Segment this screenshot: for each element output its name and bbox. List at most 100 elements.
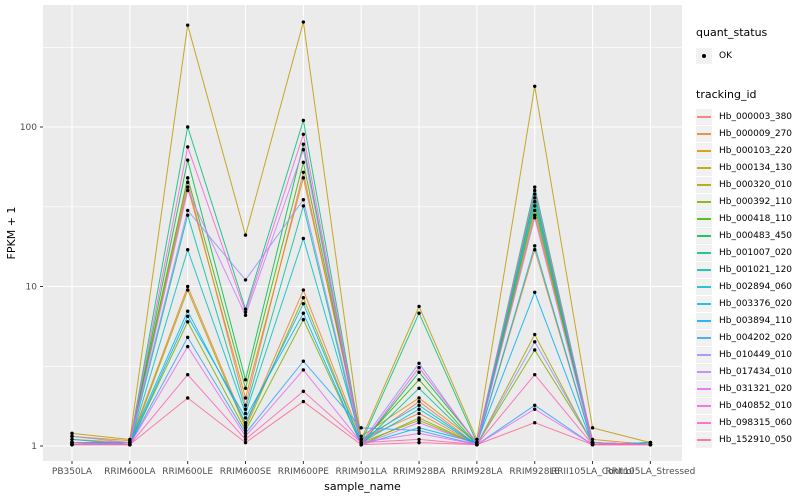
- data-point: [243, 307, 248, 311]
- legend-key-swatch: [696, 397, 712, 414]
- data-point: [590, 426, 595, 430]
- data-point: [128, 442, 132, 447]
- data-point: [533, 185, 537, 189]
- data-point: [590, 442, 595, 447]
- data-point: [301, 198, 306, 202]
- data-point: [185, 248, 190, 252]
- data-point: [185, 158, 190, 162]
- data-point: [417, 428, 421, 433]
- line-swatch-icon: [697, 302, 711, 305]
- data-point: [533, 204, 537, 208]
- legend-item-label: Hb_000392_110: [719, 196, 793, 207]
- data-point: [359, 442, 363, 447]
- x-tick-label: PB350LA: [52, 467, 93, 477]
- data-point: [243, 411, 248, 416]
- line-swatch-icon: [697, 115, 711, 118]
- line-swatch-icon: [697, 132, 711, 135]
- data-point: [417, 396, 421, 400]
- data-point: [301, 399, 306, 404]
- legend-key-swatch: [696, 363, 712, 380]
- data-point: [243, 310, 248, 314]
- y-axis-title: FPKM + 1: [5, 207, 18, 260]
- data-point: [301, 368, 306, 372]
- data-point: [185, 145, 190, 149]
- data-point: [243, 386, 248, 391]
- line-swatch-icon: [697, 319, 711, 322]
- line-swatch-icon: [697, 370, 711, 373]
- line-swatch-icon: [697, 285, 711, 288]
- legend: quant_status OK tracking_id Hb_000003_38…: [690, 0, 800, 500]
- data-point: [70, 434, 74, 439]
- data-point: [533, 192, 537, 196]
- data-point: [301, 359, 306, 363]
- legend-item: Hb_002894_060: [696, 278, 800, 295]
- data-point: [301, 317, 306, 322]
- data-point: [185, 372, 190, 377]
- data-point: [533, 290, 537, 294]
- data-point: [590, 437, 595, 442]
- legend-item-label: Hb_031321_020: [719, 383, 793, 394]
- x-tick-label: RRIM600LA: [104, 467, 156, 477]
- data-point: [185, 188, 190, 193]
- line-swatch-icon: [697, 166, 711, 169]
- data-point: [417, 426, 421, 430]
- data-point: [417, 370, 421, 374]
- line-swatch-icon: [697, 268, 711, 271]
- legend-key-swatch: [696, 278, 712, 295]
- legend-item-label: Hb_001021_120: [719, 264, 793, 275]
- data-point: [243, 407, 248, 411]
- line-swatch-icon: [697, 183, 711, 186]
- legend-item: Hb_010449_010: [696, 346, 800, 363]
- legend-item-label: Hb_000003_380: [719, 111, 793, 122]
- legend-key-swatch: [696, 380, 712, 397]
- legend-item: Hb_000418_110: [696, 210, 800, 227]
- y-tick-label: 1: [31, 442, 37, 452]
- data-point: [475, 437, 479, 442]
- legend-item: Hb_000134_130: [696, 159, 800, 176]
- legend-item-label: Hb_000483_450: [719, 230, 793, 241]
- data-point: [185, 176, 190, 180]
- legend-key-swatch: [696, 108, 712, 125]
- data-point: [417, 431, 421, 436]
- data-point: [533, 332, 537, 337]
- line-swatch-icon: [697, 336, 711, 339]
- legend-item-label: Hb_010449_010: [719, 349, 793, 360]
- legend-key-swatch: [696, 48, 712, 64]
- legend-key-swatch: [696, 244, 712, 261]
- data-point: [243, 403, 248, 407]
- data-point: [301, 236, 306, 241]
- legend-item-label: Hb_000418_110: [719, 213, 793, 224]
- legend-key-swatch: [696, 261, 712, 278]
- data-point: [128, 437, 132, 442]
- legend-item: Hb_001021_120: [696, 261, 800, 278]
- data-point: [301, 118, 306, 123]
- quant-status-legend-title: quant_status: [696, 26, 768, 39]
- legend-item-label: Hb_003894_110: [719, 315, 793, 326]
- data-point: [243, 313, 248, 317]
- line-swatch-icon: [697, 387, 711, 390]
- data-point: [243, 396, 248, 400]
- data-point: [185, 396, 190, 400]
- legend-item-label: Hb_098315_060: [719, 417, 793, 428]
- y-tick-label: 10: [26, 283, 38, 293]
- legend-item: Hb_040852_010: [696, 397, 800, 414]
- legend-item-label: Hb_003376_020: [719, 298, 793, 309]
- point-icon: [702, 54, 706, 58]
- line-swatch-icon: [697, 438, 711, 441]
- legend-item-label: Hb_152910_050: [719, 434, 793, 445]
- data-point: [185, 180, 190, 185]
- legend-key-swatch: [696, 414, 712, 431]
- data-point: [185, 320, 190, 324]
- legend-key-swatch: [696, 431, 712, 448]
- legend-item-label: OK: [719, 51, 732, 61]
- data-point: [301, 160, 306, 165]
- data-point: [185, 309, 190, 313]
- legend-item: Hb_003894_110: [696, 312, 800, 329]
- line-swatch-icon: [697, 421, 711, 424]
- data-point: [185, 208, 190, 213]
- legend-item: Hb_000009_270: [696, 125, 800, 142]
- data-point: [533, 213, 537, 217]
- legend-item-label: Hb_017434_010: [719, 366, 793, 377]
- data-point: [243, 378, 248, 382]
